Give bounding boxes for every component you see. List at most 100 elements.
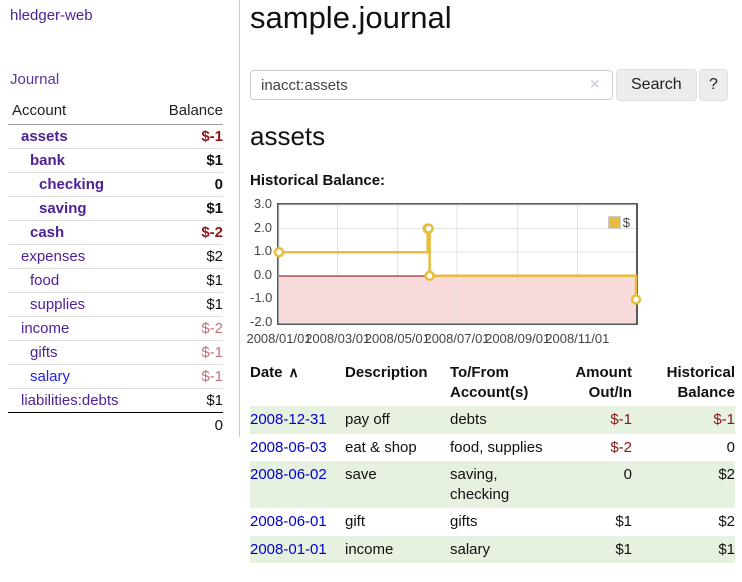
y-axis-tick-label: -2.0 [250,314,273,329]
accounts-total-value: 0 [152,412,223,438]
transaction-row: 2008-01-01 income salary $1 $1 [250,535,735,563]
y-axis-tick-label: 1.0 [253,243,272,259]
account-balance: $-2 [152,316,223,341]
account-balance: $-1 [152,340,223,365]
transaction-date-cell: 2008-06-02 [250,461,345,508]
spacer [8,412,153,438]
date-link[interactable]: 2008-06-01 [250,513,327,530]
chart-plot-area: $ [273,203,642,325]
account-link[interactable]: food [30,272,60,289]
help-button[interactable]: ? [699,69,728,101]
search-button[interactable]: Search [616,69,697,101]
sort-ascending-icon: ∧ [288,364,299,380]
transaction-row: 2008-06-02 save saving, checking 0 $2 [250,461,735,508]
account-balance: $1 [152,292,223,317]
account-link[interactable]: assets [21,128,68,145]
x-axis-tick-label: 2008/05/01 [364,331,430,346]
transaction-row: 2008-12-31 pay off debts $-1 $-1 [250,406,735,434]
x-axis-tick-label: 2008/07/01 [424,331,490,346]
account-heading: assets [250,121,326,151]
accounts-header-row: Account Balance [8,99,223,125]
register-table: Date ∧ Description To/From Account(s) Amo… [250,361,735,563]
account-row: salary $-1 [8,364,223,389]
account-link[interactable]: gifts [30,344,58,361]
chart-legend: $ [607,215,630,230]
account-link[interactable]: saving [39,200,87,217]
date-link[interactable]: 2008-06-03 [250,438,327,456]
account-name-cell: saving [8,196,153,221]
register-header-row: Date ∧ Description To/From Account(s) Amo… [250,361,735,406]
account-name-cell: food [8,268,153,293]
accounts-header-account: Account [8,99,153,125]
transaction-accounts: food, supplies [450,438,543,456]
x-axis-tick-label: 2008/03/01 [305,331,371,346]
register-header-date[interactable]: Date ∧ [250,361,345,406]
account-link[interactable]: cash [30,224,65,241]
account-link[interactable]: salary [30,368,71,385]
brand-link[interactable]: hledger-web [10,7,93,24]
transaction-description: save [345,461,450,508]
account-balance: $2 [152,244,223,269]
transaction-row: 2008-06-03 eat & shop food, supplies $-2 0 [250,434,735,462]
account-row: expenses $2 [8,244,223,269]
account-link[interactable]: supplies [30,296,86,313]
account-row: liabilities:debts $1 [8,388,223,413]
transaction-amount: 0 [565,461,642,508]
register-header-description: Description [345,364,428,381]
legend-swatch [607,216,621,229]
transaction-date-cell: 2008-06-03 [250,434,345,462]
transaction-amount: $1 [565,535,642,563]
transaction-accounts: salary [450,535,565,563]
account-name-cell: assets [8,125,152,149]
transaction-accounts: saving, checking [450,461,565,508]
account-balance: $-1 [152,364,223,389]
transaction-date-cell: 2008-06-01 [250,508,345,536]
account-link[interactable]: income [21,320,70,337]
date-link[interactable]: 2008-01-01 [250,540,327,558]
x-axis-tick-label: 2008/11/01 [545,331,610,346]
transaction-description: income [345,535,450,563]
transaction-balance: 0 [726,438,735,456]
account-row: supplies $1 [8,292,223,317]
register-header-accounts: To/From Account(s) [450,364,529,401]
account-row: checking 0 [8,172,223,197]
date-link[interactable]: 2008-06-02 [250,466,327,483]
account-link[interactable]: expenses [21,248,86,265]
accounts-total-row: 0 [8,412,223,438]
account-name-cell: cash [8,220,153,245]
account-balance: $1 [152,196,223,221]
date-link[interactable]: 2008-12-31 [250,411,327,428]
account-name-cell: gifts [8,340,153,365]
y-axis-tick-label: -1.0 [250,290,273,306]
account-row: bank $1 [8,148,223,173]
account-balance: $1 [152,148,223,173]
register-header-balance: Historical Balance [666,364,735,401]
y-axis-tick-label: 3.0 [253,196,272,211]
account-row: food $1 [8,268,223,293]
sidebar-item-journal[interactable]: Journal [10,71,60,88]
account-row: saving $1 [8,196,223,221]
account-name-cell: salary [8,364,153,389]
clear-search-icon[interactable]: × [590,76,600,93]
account-row: cash $-2 [8,220,223,245]
transaction-description: eat & shop [345,438,417,456]
account-balance: $-1 [201,128,223,145]
search-input[interactable] [250,70,613,100]
register-header-amount: Amount Out/In [575,364,632,401]
account-link[interactable]: bank [30,152,66,169]
transaction-amount: $1 [615,513,632,530]
account-link[interactable]: checking [39,176,105,193]
transaction-accounts: debts [450,406,565,434]
account-balance: 0 [152,172,223,197]
accounts-header-balance: Balance [152,99,223,125]
y-axis-tick-label: 0.0 [253,266,272,282]
account-name-cell: liabilities:debts [8,388,153,413]
y-axis-tick-label: 2.0 [253,219,272,235]
account-row: gifts $-1 [8,340,223,365]
accounts-table: Account Balance assets $-1 bank $1 checking 0… [8,99,223,438]
transaction-amount: $-1 [565,406,642,434]
account-name-cell: checking [8,172,153,197]
account-link[interactable]: liabilities:debts [21,392,119,409]
legend-label: $ [622,215,630,230]
account-balance: $1 [152,388,223,413]
